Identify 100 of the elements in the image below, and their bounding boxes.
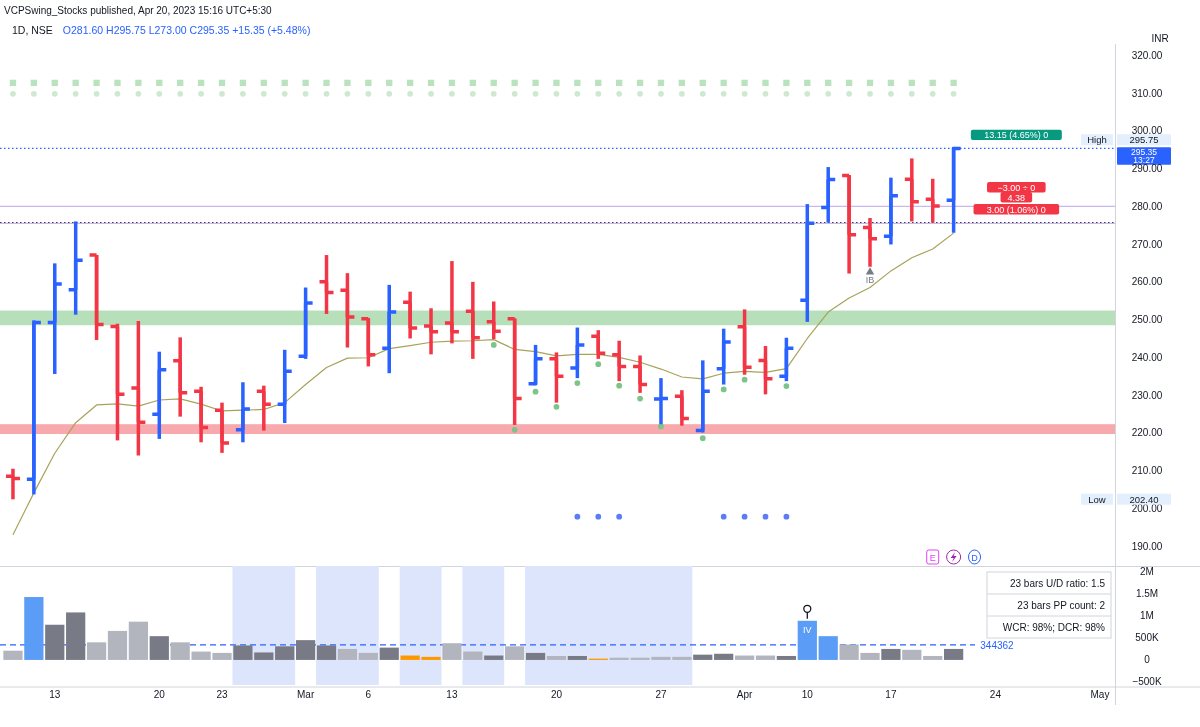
x-tick-label: 13 (446, 689, 458, 700)
point (553, 90, 560, 97)
point (595, 513, 602, 520)
point (177, 79, 184, 87)
candlestick (633, 355, 648, 393)
point (720, 513, 727, 520)
point (825, 90, 832, 97)
y-tick-label: 270.00 (1131, 238, 1163, 250)
y-tick-label: 220.00 (1131, 427, 1163, 439)
point (720, 386, 727, 393)
y-tick-label: 1M (1140, 610, 1154, 622)
point (950, 79, 957, 87)
point (427, 79, 435, 87)
point (699, 435, 706, 442)
point (51, 79, 58, 87)
point (720, 79, 727, 87)
point (218, 79, 226, 87)
bar (714, 653, 734, 660)
point (616, 79, 623, 87)
y-tick-label: 290.00 (1131, 163, 1163, 175)
point (783, 90, 790, 97)
x-tick-label: Apr (736, 689, 754, 700)
point (323, 90, 330, 97)
bar (525, 652, 546, 660)
x-tick-label: 17 (885, 689, 897, 700)
point (30, 79, 38, 87)
point (616, 513, 623, 520)
bar (24, 597, 44, 660)
bar (776, 655, 797, 660)
point (469, 79, 476, 87)
point (908, 90, 915, 97)
point (469, 90, 476, 97)
annotation: WCR: 98%; DCR: 98% (1002, 622, 1106, 633)
bar (881, 648, 901, 660)
point (699, 79, 706, 87)
point (929, 79, 936, 87)
point (678, 79, 686, 87)
candlestick (444, 261, 459, 344)
point (302, 90, 309, 97)
point (30, 90, 37, 97)
point (866, 79, 874, 87)
x-tick-label: 24 (989, 689, 1002, 700)
y-tick-label: 260.00 (1131, 276, 1163, 288)
point (386, 90, 393, 97)
y-tick-label: 250.00 (1131, 314, 1163, 326)
point (532, 79, 539, 87)
point (490, 90, 497, 97)
point (888, 90, 894, 97)
point (532, 388, 539, 395)
point (574, 380, 581, 386)
point (595, 361, 602, 368)
annotation: 23 bars U/D ratio: 1.5 (1009, 578, 1106, 589)
point (407, 90, 414, 97)
y-tick-label: −500K (1132, 676, 1162, 688)
y-tick-label: 210.00 (1131, 465, 1163, 477)
bar (567, 655, 587, 660)
point (198, 90, 204, 97)
point (281, 79, 288, 87)
point (511, 90, 518, 97)
point (741, 90, 748, 97)
x-tick-label: 10 (801, 689, 814, 700)
point (177, 90, 184, 97)
point (260, 79, 267, 87)
bar (546, 655, 567, 660)
point (658, 90, 664, 97)
point (762, 513, 769, 520)
text: VCPSwing_Stocks published, Apr 20, 2023 15:16 UTC+5:30 (4, 5, 273, 16)
candlestick (925, 178, 940, 223)
point (260, 90, 267, 97)
bar (337, 648, 358, 660)
point (511, 79, 518, 87)
point (845, 79, 853, 87)
bar (3, 650, 23, 660)
point (72, 79, 79, 87)
y-axis-title: INR (1151, 33, 1169, 44)
bar (107, 630, 128, 660)
point (574, 513, 581, 520)
ref-line-label: 295.35 13:27 (1131, 146, 1158, 166)
point (783, 79, 790, 87)
point (240, 90, 246, 97)
y-tick-label: 0 (1144, 654, 1151, 666)
annotation: 23 bars PP count: 2 (1017, 600, 1106, 611)
y-tick-label: 280.00 (1131, 200, 1163, 212)
point (616, 90, 623, 97)
annotation: E (929, 553, 936, 563)
point (804, 90, 811, 97)
y-tick-label: 1.5M (1135, 588, 1159, 600)
x-tick-label: Mar (296, 689, 315, 700)
point (825, 79, 832, 87)
bar (45, 624, 65, 660)
text: −3.00 ÷ 0 (997, 182, 1036, 193)
point (595, 90, 602, 97)
point (490, 342, 497, 348)
text: D (971, 553, 979, 563)
point (9, 79, 17, 87)
y-tick-label: 190.00 (1131, 540, 1163, 552)
text: 13.15 (4.65%) 0 (984, 130, 1049, 141)
bar (316, 645, 337, 660)
point (553, 79, 560, 87)
candlestick (549, 352, 564, 403)
